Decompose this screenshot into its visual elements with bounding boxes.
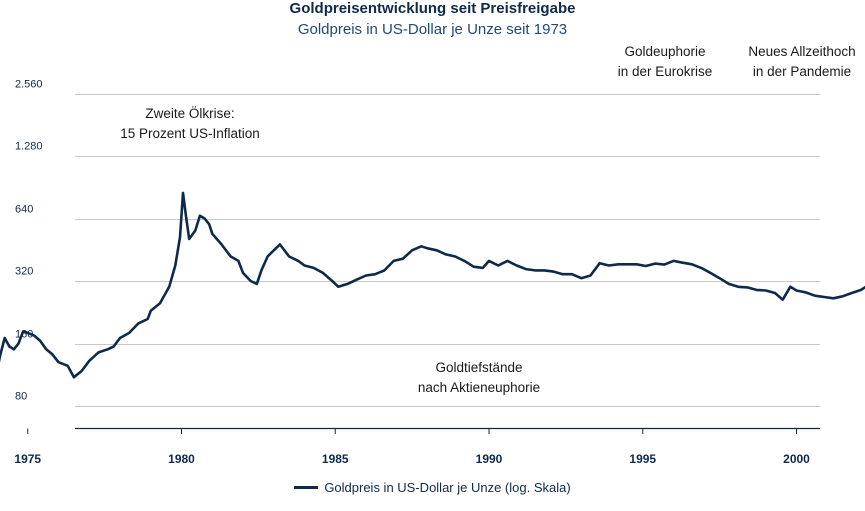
x-axis: 1975198019851990199520002005201020152020 — [14, 428, 810, 466]
annotations: Zweite Ölkrise: 15 Prozent US-Inflation Go… — [120, 44, 855, 395]
x-tick-label: 1985 — [322, 452, 349, 466]
annotation-text: Goldeuphorie — [624, 44, 705, 59]
x-tick-label: 1975 — [14, 452, 41, 466]
annotation-text: 15 Prozent US-Inflation — [120, 126, 260, 141]
annotation-text: Zweite Ölkrise: — [145, 106, 234, 121]
y-tick-label: 640 — [15, 204, 33, 216]
chart-title: Goldpreisentwicklung seit Preisfreigabe — [289, 0, 576, 17]
x-tick-label: 1980 — [168, 452, 195, 466]
x-tick-label: 2000 — [783, 452, 810, 466]
x-tick-label: 1990 — [476, 452, 503, 466]
y-tick-label: 80 — [15, 391, 27, 403]
legend-swatch — [294, 486, 319, 490]
annotation-text: Neues Allzeithoch — [748, 44, 855, 59]
annotation-text: in der Pandemie — [753, 64, 851, 79]
gold-price-line — [0, 191, 865, 379]
chart-subtitle: Goldpreis in US-Dollar je Unze seit 1973 — [297, 21, 568, 38]
annotation-text: nach Aktieneuphorie — [418, 380, 540, 395]
x-tick-label: 1995 — [629, 452, 656, 466]
annotation-text: Goldtiefstände — [435, 360, 522, 375]
legend: Goldpreis in US-Dollar je Unze (log. Ska… — [0, 480, 865, 495]
y-tick-label: 1.280 — [15, 141, 43, 153]
legend-label: Goldpreis in US-Dollar je Unze (log. Ska… — [324, 480, 571, 495]
y-tick-label: 320 — [15, 266, 33, 278]
series-layer — [0, 191, 865, 379]
y-tick-label: 2.560 — [15, 79, 43, 91]
annotation-text: in der Eurokrise — [618, 64, 713, 79]
